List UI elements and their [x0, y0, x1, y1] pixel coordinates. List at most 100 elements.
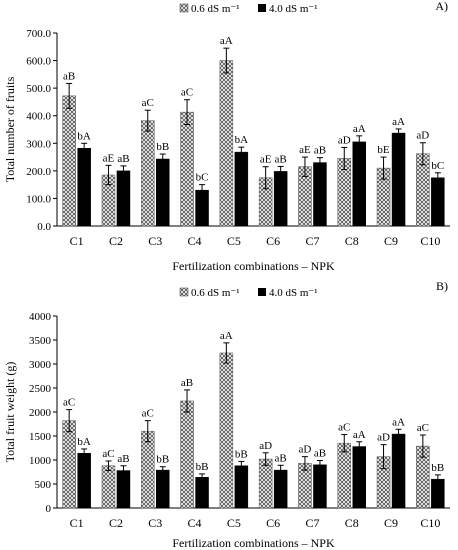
- bar-series-1: [219, 352, 234, 509]
- significance-label: aD: [259, 440, 272, 452]
- significance-label: aC: [102, 448, 114, 460]
- bar-series-2: [77, 147, 91, 227]
- significance-label: aB: [314, 447, 326, 459]
- y-tick-label: 700.0: [26, 28, 51, 40]
- bar-series-1: [141, 120, 155, 227]
- significance-label: aB: [275, 452, 287, 464]
- chart-panel-b: B) 0.6 dS m⁻¹ 4.0 dS m⁻¹ 0 500 1000 1500 2000 25…: [3, 279, 450, 550]
- legend-swatch-series-1: [179, 3, 189, 13]
- significance-label: aC: [142, 408, 154, 420]
- significance-label: bB: [156, 454, 169, 466]
- y-tick-label: 500.0: [26, 83, 51, 95]
- significance-label: bA: [235, 134, 249, 146]
- chart-panel-a: A) 0.6 dS m⁻¹ 4.0 dS m⁻¹ 0.0 100.0 200.0 300.0…: [3, 0, 450, 273]
- bar-series-2: [116, 470, 131, 509]
- bar-series-2: [156, 469, 170, 509]
- significance-label: aA: [353, 429, 366, 441]
- bar-series-2: [313, 464, 327, 509]
- x-tick-label: C1: [70, 516, 84, 530]
- significance-label: bB: [235, 448, 248, 460]
- significance-label: aB: [275, 153, 287, 165]
- y-tick-label: 3500: [29, 335, 52, 347]
- x-axis-title: Fertilization combinations – NPK: [172, 536, 335, 550]
- y-tick-label: 3000: [29, 359, 52, 371]
- y-tick-label: 300.0: [26, 138, 51, 150]
- significance-label: aB: [63, 70, 75, 82]
- significance-label: aA: [392, 116, 405, 128]
- y-tick-label: 100.0: [26, 193, 51, 205]
- significance-label: aC: [181, 87, 193, 99]
- significance-label: aD: [338, 134, 351, 146]
- bar-series-1: [62, 420, 76, 509]
- y-tick-label: 0.0: [37, 221, 51, 233]
- bar-series-2: [352, 446, 366, 509]
- x-tick-label: C4: [188, 516, 202, 530]
- legend-label-series-1: 0.6 dS m⁻¹: [191, 287, 240, 299]
- bar-series-2: [195, 477, 209, 509]
- significance-label: aC: [142, 97, 154, 109]
- significance-label: aE: [260, 154, 272, 166]
- y-axis-title: Total fruit weight (g): [3, 362, 17, 463]
- significance-label: aB: [314, 145, 326, 157]
- bar-series-2: [273, 171, 288, 227]
- bar-series-1: [180, 111, 194, 227]
- significance-label: aB: [117, 453, 129, 465]
- significance-label: bA: [77, 436, 91, 448]
- significance-label: bB: [156, 141, 169, 153]
- bar-series-2: [77, 453, 91, 509]
- x-tick-label: C5: [227, 234, 241, 248]
- bar-series-2: [234, 151, 249, 227]
- panel-letter: A): [435, 0, 448, 13]
- bar-series-2: [391, 433, 406, 509]
- y-axis-title: Total number of fruits: [3, 76, 17, 182]
- significance-label: aA: [220, 330, 233, 342]
- significance-label: aB: [181, 377, 193, 389]
- panel-letter: B): [436, 279, 448, 293]
- bar-series-1: [180, 400, 194, 509]
- legend-swatch-series-2: [258, 4, 266, 12]
- significance-label: aC: [338, 422, 350, 434]
- x-tick-label: C8: [345, 234, 359, 248]
- bar-series-1: [62, 95, 76, 227]
- y-tick-label: 400.0: [26, 111, 51, 123]
- significance-label: aC: [417, 422, 429, 434]
- x-tick-label: C2: [109, 234, 123, 248]
- y-tick-label: 200.0: [26, 166, 51, 178]
- legend-label-series-2: 4.0 dS m⁻¹: [269, 3, 318, 15]
- y-tick-label: 1500: [29, 431, 52, 443]
- x-tick-label: C8: [345, 516, 359, 530]
- significance-label: bC: [196, 172, 209, 184]
- x-axis-title: Fertilization combinations – NPK: [172, 259, 335, 273]
- x-tick-label: C6: [266, 516, 280, 530]
- x-tick-label: C9: [384, 234, 398, 248]
- significance-label: aA: [392, 416, 405, 428]
- bar-series-2: [431, 177, 445, 227]
- bar-series-2: [313, 162, 327, 227]
- y-tick-label: 500: [35, 479, 52, 491]
- y-tick-label: 1000: [29, 455, 52, 467]
- bar-series-2: [273, 469, 288, 509]
- significance-label: bA: [77, 130, 91, 142]
- significance-label: bB: [196, 461, 209, 473]
- significance-label: aE: [103, 152, 115, 164]
- bar-series-1: [101, 465, 116, 509]
- bar-series-2: [156, 158, 170, 227]
- legend: 0.6 dS m⁻¹ 4.0 dS m⁻¹: [179, 287, 318, 299]
- significance-label: aB: [117, 153, 129, 165]
- x-tick-label: C1: [70, 234, 84, 248]
- bar-series-1: [337, 442, 351, 509]
- x-tick-label: C10: [420, 516, 440, 530]
- significance-label: bC: [431, 160, 444, 172]
- x-tick-label: C7: [305, 234, 319, 248]
- significance-label: aD: [299, 444, 312, 456]
- significance-label: aA: [220, 35, 233, 47]
- y-tick-label: 2000: [29, 407, 52, 419]
- significance-label: aC: [63, 397, 75, 409]
- significance-label: bE: [377, 144, 390, 156]
- bar-series-1: [219, 60, 234, 227]
- x-tick-label: C6: [266, 234, 280, 248]
- significance-label: aE: [299, 144, 311, 156]
- legend: 0.6 dS m⁻¹ 4.0 dS m⁻¹: [179, 3, 318, 15]
- bar-series-2: [116, 170, 131, 227]
- significance-label: aD: [377, 432, 390, 444]
